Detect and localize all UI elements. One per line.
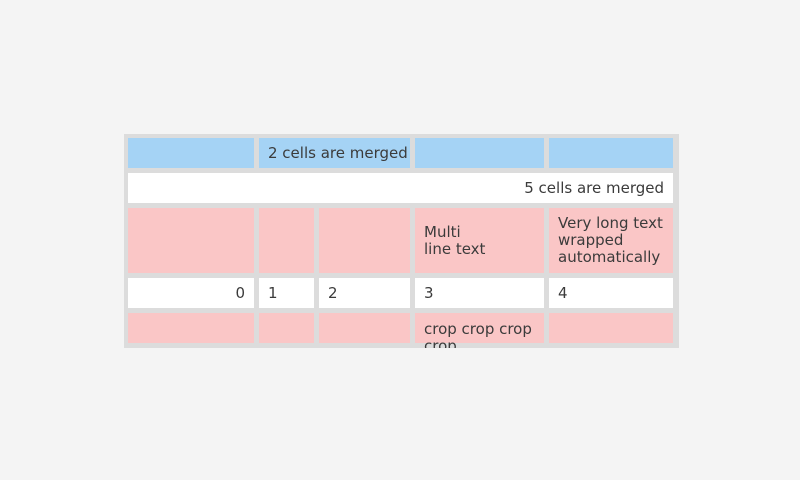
table-cell[interactable]	[549, 313, 673, 343]
table-row: Multi line text Very long text wrapped au…	[128, 208, 673, 273]
cell-text: 0	[235, 283, 245, 302]
table-cell[interactable]	[259, 208, 314, 273]
table-cell[interactable]	[128, 138, 254, 168]
table-cell[interactable]: 3	[415, 278, 544, 308]
table-row: 0 1 2 3 4	[128, 278, 673, 308]
table-cell[interactable]	[319, 313, 410, 343]
table-cell[interactable]: 2	[319, 278, 410, 308]
table-cell[interactable]: Very long text wrapped automatically	[549, 208, 673, 273]
cell-text: 5 cells are merged	[524, 178, 664, 197]
table-cell[interactable]	[319, 208, 410, 273]
table-row: 2 cells are merged	[128, 138, 673, 168]
table-cell[interactable]: 4	[549, 278, 673, 308]
cell-text: 2	[328, 283, 338, 302]
table: 2 cells are merged 5 cells are merged Mult…	[124, 134, 679, 348]
table-cell[interactable]: 2 cells are merged	[259, 138, 410, 168]
table-row: 5 cells are merged	[128, 173, 673, 203]
table-cell[interactable]: 0	[128, 278, 254, 308]
cell-text: 2 cells are merged	[268, 143, 408, 162]
table-cell[interactable]	[415, 138, 544, 168]
table-cell[interactable]: Multi line text	[415, 208, 544, 273]
cell-text: 3	[424, 283, 434, 302]
cell-text: 1	[268, 283, 278, 302]
cell-text: 4	[558, 283, 568, 302]
cell-text: Very long text wrapped automatically	[558, 214, 663, 266]
cell-text: crop crop crop crop	[424, 320, 532, 349]
table-cell[interactable]: 1	[259, 278, 314, 308]
table-row: crop crop crop crop	[128, 313, 673, 348]
table-cell[interactable]	[259, 313, 314, 343]
table-cell[interactable]	[128, 208, 254, 273]
table-cell[interactable]	[549, 138, 673, 168]
table-cell[interactable]: 5 cells are merged	[128, 173, 673, 203]
cell-text: Multi line text	[424, 222, 486, 258]
table-cell[interactable]: crop crop crop crop	[415, 313, 544, 348]
table-cell[interactable]	[128, 313, 254, 343]
